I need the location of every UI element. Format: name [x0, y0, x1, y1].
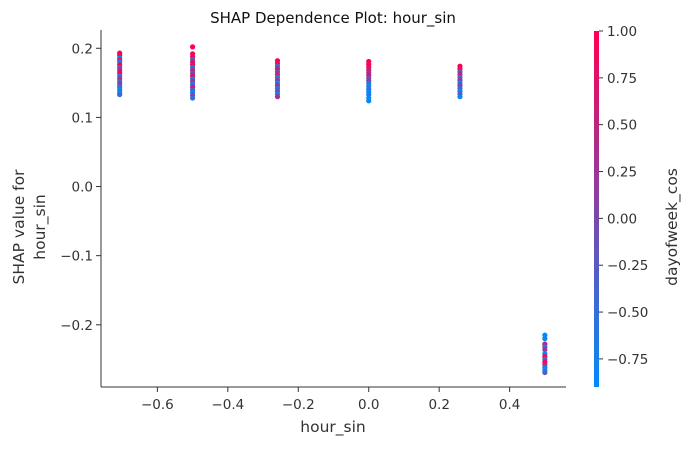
colorbar-tick-label: 0.75	[607, 71, 637, 87]
x-tick-label: 0.0	[358, 397, 379, 413]
y-tick-label: −0.2	[60, 318, 93, 334]
x-tick-label: 0.4	[499, 397, 520, 413]
axes-layer	[100, 30, 566, 388]
y-axis-label-line-2: hour_sin	[31, 194, 50, 259]
y-tick-label: 0.1	[72, 110, 93, 126]
y-tick-label: 0.0	[72, 180, 93, 196]
data-point	[457, 94, 463, 100]
data-point	[542, 336, 548, 342]
colorbar-tick-label: 1.00	[607, 24, 637, 40]
colorbar-tick-label: −0.50	[607, 305, 648, 321]
data-point	[542, 347, 548, 353]
x-ticks: −0.6 −0.4 −0.2 0.0 0.2 0.4	[141, 387, 520, 413]
data-point	[274, 94, 281, 100]
data-point	[189, 95, 196, 101]
x-tick-label: −0.4	[211, 397, 244, 413]
colorbar-tick-label: 0.00	[607, 211, 637, 227]
x-tick-label: −0.2	[282, 397, 315, 413]
data-point	[117, 91, 123, 98]
y-tick-label: −0.1	[60, 249, 93, 265]
x-axis-label: hour_sin	[300, 418, 365, 437]
colorbar-tick-label: 0.25	[607, 165, 637, 181]
x-tick-label: −0.6	[141, 397, 174, 413]
colorbar-tick-label: −0.75	[607, 352, 648, 368]
data-point	[189, 44, 196, 50]
colorbar-label: dayofweek_cos	[663, 168, 682, 286]
chart-title: SHAP Dependence Plot: hour_sin	[210, 9, 456, 28]
y-ticks: 0.2 0.1 0.0 −0.1 −0.2	[60, 41, 101, 334]
data-point	[542, 369, 548, 376]
colorbar-tick-label: 0.50	[607, 118, 637, 134]
colorbar	[594, 31, 599, 387]
points-layer	[117, 44, 548, 376]
y-axis-label-line-1: SHAP value for	[10, 169, 28, 285]
x-tick-label: 0.2	[428, 397, 449, 413]
data-point	[366, 98, 372, 104]
colorbar-ticks: 1.00 0.75 0.50 0.25 0.00 −0.25 −0.50 −0.75	[599, 24, 648, 368]
colorbar-tick-label: −0.25	[607, 258, 648, 274]
y-tick-label: 0.2	[72, 41, 93, 57]
